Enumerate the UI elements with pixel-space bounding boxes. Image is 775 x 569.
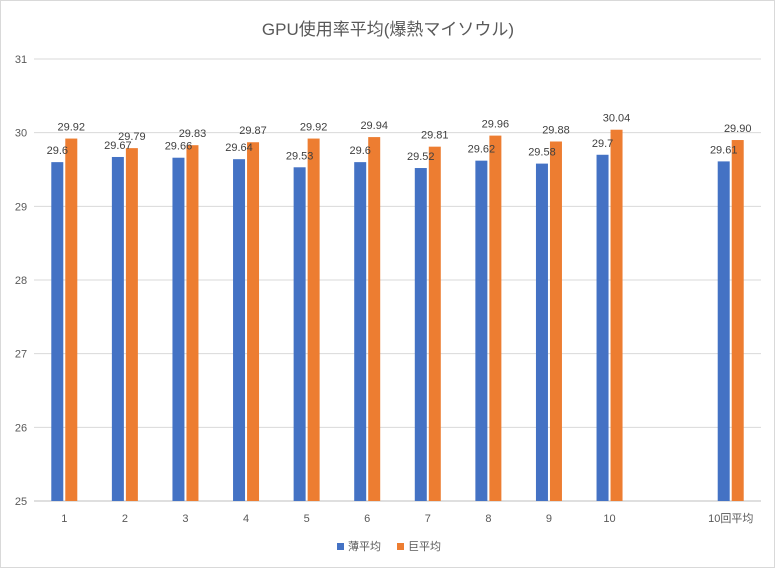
data-label: 30.04 bbox=[603, 113, 631, 125]
bar-kyo-1 bbox=[65, 138, 78, 501]
x-tick-label: 1 bbox=[61, 513, 67, 525]
y-tick-label: 25 bbox=[15, 496, 27, 508]
x-tick-label: 6 bbox=[364, 513, 370, 525]
data-label: 29.64 bbox=[225, 142, 253, 154]
bar-usu-5 bbox=[293, 167, 306, 502]
data-label: 29.79 bbox=[118, 131, 146, 143]
bar-usu-10 bbox=[596, 154, 609, 501]
data-label: 29.52 bbox=[407, 151, 435, 163]
x-tick-label: 8 bbox=[485, 513, 491, 525]
data-label: 29.62 bbox=[468, 144, 496, 156]
bar-kyo-7 bbox=[428, 146, 441, 501]
data-label: 29.88 bbox=[542, 125, 570, 137]
bar-usu-8 bbox=[475, 160, 488, 501]
bars bbox=[51, 129, 744, 502]
data-label: 29.94 bbox=[360, 120, 388, 132]
x-tick-label: 10回平均 bbox=[708, 512, 753, 525]
y-tick-label: 29 bbox=[15, 201, 27, 213]
x-axis-ticks: 1 2 3 4 5 6 7 8 9 10 10回平均 bbox=[61, 512, 753, 525]
legend-label: 薄平均 bbox=[348, 539, 381, 553]
bar-kyo-9 bbox=[549, 141, 562, 502]
data-label: 29.92 bbox=[300, 122, 328, 134]
bar-usu-1 bbox=[51, 162, 64, 501]
x-tick-label: 2 bbox=[122, 513, 128, 525]
x-tick-label: 9 bbox=[546, 513, 552, 525]
bar-kyo-5 bbox=[307, 138, 320, 501]
legend-swatch bbox=[337, 543, 344, 550]
x-tick-label: 5 bbox=[304, 513, 310, 525]
data-label: 29.6 bbox=[349, 145, 370, 157]
legend-label: 巨平均 bbox=[408, 540, 441, 553]
data-label: 29.83 bbox=[179, 128, 207, 140]
bar-kyo-10 bbox=[610, 129, 623, 501]
bar-kyo-8 bbox=[489, 135, 502, 501]
data-label: 29.81 bbox=[421, 130, 449, 142]
data-label: 29.92 bbox=[58, 122, 86, 134]
bar-usu-7 bbox=[414, 168, 427, 501]
bar-usu-6 bbox=[354, 162, 367, 501]
y-tick-label: 31 bbox=[15, 54, 27, 66]
bar-kyo-3 bbox=[186, 145, 199, 501]
data-label: 29.7 bbox=[592, 138, 613, 150]
x-tick-label: 4 bbox=[243, 513, 249, 525]
gridlines bbox=[34, 58, 761, 502]
data-label: 29.61 bbox=[710, 144, 738, 156]
bar-kyo-2 bbox=[125, 148, 138, 502]
chart-title: GPU使用率平均(爆熱マイソウル) bbox=[262, 19, 514, 39]
bar-usu-4 bbox=[233, 159, 246, 502]
bar-usu-9 bbox=[535, 163, 548, 501]
x-tick-label: 7 bbox=[425, 513, 431, 525]
y-tick-label: 27 bbox=[15, 349, 27, 361]
x-tick-label: 3 bbox=[182, 513, 188, 525]
y-tick-label: 28 bbox=[15, 275, 27, 287]
data-label: 29.96 bbox=[482, 119, 510, 131]
y-tick-label: 26 bbox=[15, 422, 27, 434]
y-axis-ticks: 25 26 27 28 29 30 31 bbox=[15, 54, 27, 508]
bar-usu-2 bbox=[111, 156, 124, 501]
bar-kyo-12 bbox=[731, 140, 744, 502]
data-label: 29.87 bbox=[239, 125, 267, 137]
legend-swatch bbox=[397, 543, 404, 550]
bar-kyo-6 bbox=[368, 137, 381, 501]
data-label: 29.66 bbox=[165, 141, 193, 153]
y-tick-label: 30 bbox=[15, 128, 27, 140]
data-label: 29.53 bbox=[286, 150, 314, 162]
x-tick-label: 10 bbox=[603, 513, 615, 525]
legend: 薄平均 巨平均 bbox=[337, 539, 441, 553]
data-label: 29.67 bbox=[104, 140, 132, 152]
data-label: 29.6 bbox=[47, 145, 68, 157]
bar-usu-12 bbox=[717, 161, 730, 501]
data-label: 29.90 bbox=[724, 123, 752, 135]
bar-usu-3 bbox=[172, 157, 185, 502]
data-label: 29.58 bbox=[528, 147, 556, 159]
bar-kyo-4 bbox=[247, 142, 260, 501]
